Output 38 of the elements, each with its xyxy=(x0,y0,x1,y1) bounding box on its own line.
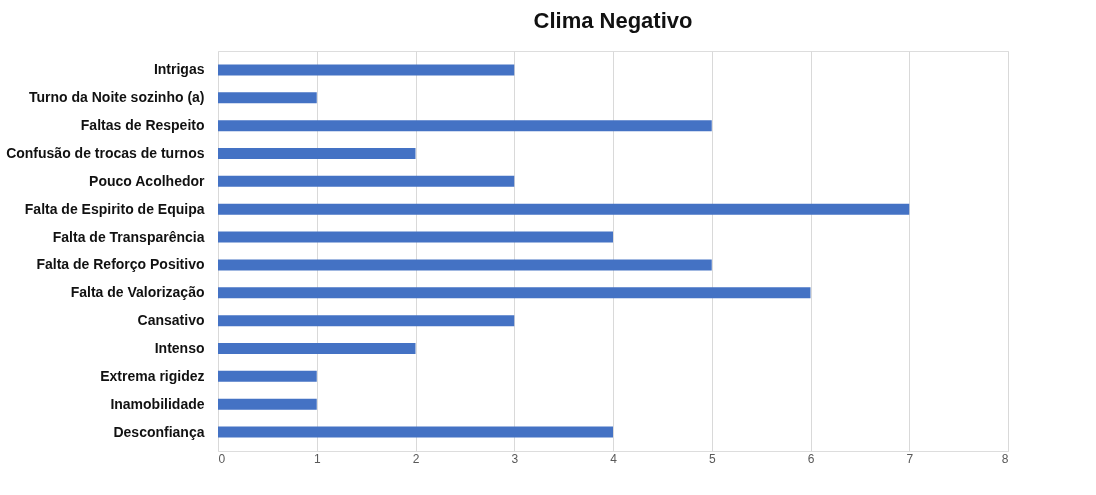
x-tick-label: 7 xyxy=(906,451,914,466)
y-tick-label: Falta de Reforço Positivo xyxy=(36,256,205,273)
x-tick-label: 5 xyxy=(708,451,716,466)
y-tick-label: Intrigas xyxy=(153,61,205,78)
bar xyxy=(218,259,712,271)
bar xyxy=(218,64,515,76)
bar xyxy=(218,203,910,215)
bar xyxy=(218,398,317,410)
bar xyxy=(218,315,515,327)
bar xyxy=(218,370,317,382)
y-tick-label: Falta de Espirito de Equipa xyxy=(24,200,205,217)
y-tick-label: Cansativo xyxy=(137,312,205,329)
x-tick-label: 2 xyxy=(412,451,420,466)
bar xyxy=(218,343,416,354)
x-tick-label: 3 xyxy=(511,451,519,466)
y-tick-label: Intenso xyxy=(154,340,205,356)
bar xyxy=(218,92,317,104)
bar xyxy=(218,120,712,132)
bar xyxy=(218,287,811,299)
x-tick-label: 8 xyxy=(1001,451,1009,466)
y-tick-label: Inamobilidade xyxy=(110,395,205,412)
y-tick-label: Pouco Acolhedor xyxy=(89,172,206,189)
bar xyxy=(218,231,613,243)
y-tick-label: Falta de Valorização xyxy=(70,284,205,301)
y-tick-label: Desconfiança xyxy=(113,423,205,440)
bar xyxy=(218,175,515,187)
chart-title: Clima Negativo xyxy=(533,8,693,33)
y-tick-label: Falta de Transparência xyxy=(52,228,205,245)
y-tick-label: Turno da Noite sozinho (a) xyxy=(28,89,205,106)
y-tick-label: Faltas de Respeito xyxy=(80,117,205,134)
x-tick-label: 4 xyxy=(610,451,618,466)
bar xyxy=(218,148,416,159)
x-tick-label: 6 xyxy=(807,451,815,466)
y-tick-label: Extrema rigidez xyxy=(100,367,205,384)
x-tick-label: 0 xyxy=(218,451,226,466)
y-tick-label: Confusão de trocas de turnos xyxy=(6,145,205,161)
x-tick-label: 1 xyxy=(313,451,321,466)
bar xyxy=(218,426,613,438)
